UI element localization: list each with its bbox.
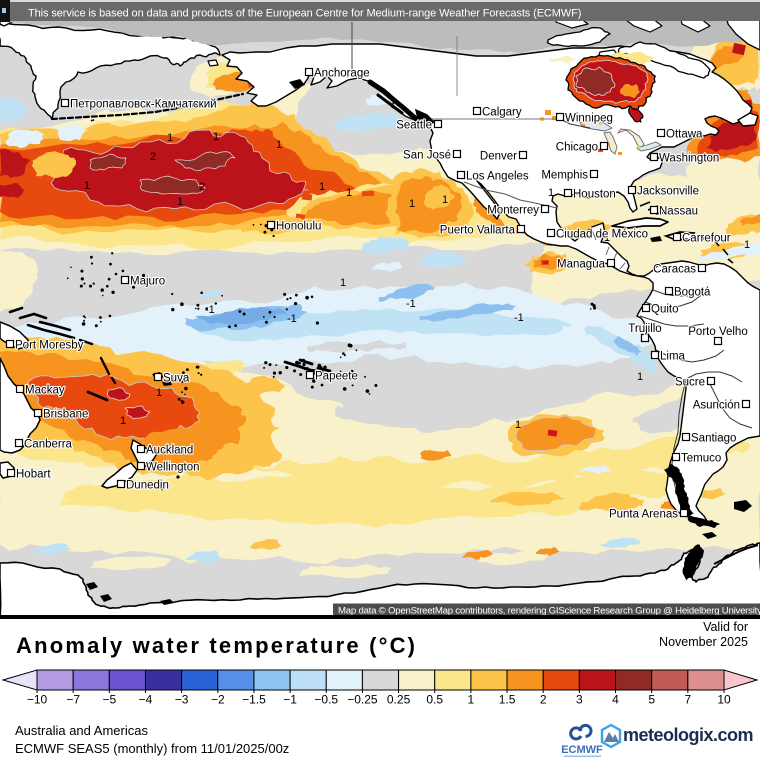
svg-text:Auckland: Auckland: [146, 445, 193, 457]
svg-text:1: 1: [744, 239, 750, 251]
svg-text:Managua: Managua: [557, 259, 606, 271]
svg-text:Wellington: Wellington: [146, 462, 200, 474]
svg-text:1: 1: [340, 277, 346, 289]
svg-text:1: 1: [84, 180, 90, 192]
svg-text:Nassau: Nassau: [659, 206, 698, 218]
svg-text:Santiago: Santiago: [691, 433, 736, 445]
svg-text:Bogotá: Bogotá: [674, 287, 711, 299]
svg-text:Honolulu: Honolulu: [276, 221, 321, 233]
svg-text:Map data © OpenStreetMap contr: Map data © OpenStreetMap contributors, r…: [338, 605, 760, 616]
svg-text:5: 5: [648, 693, 655, 707]
svg-text:−10: −10: [27, 693, 48, 707]
svg-text:1.5: 1.5: [499, 693, 516, 707]
svg-text:-1: -1: [287, 313, 297, 325]
svg-text:Quito: Quito: [651, 304, 679, 316]
svg-text:1: 1: [276, 139, 282, 151]
svg-text:-1: -1: [514, 312, 524, 324]
svg-text:10: 10: [717, 693, 731, 707]
svg-text:Punta Arenas: Punta Arenas: [609, 509, 678, 521]
svg-text:Ottawa: Ottawa: [666, 129, 703, 141]
svg-text:Петропавловск-Камчатский: Петропавловск-Камчатский: [70, 99, 217, 111]
svg-text:Puerto Vallarta: Puerto Vallarta: [440, 225, 516, 237]
svg-text:−7: −7: [66, 693, 80, 707]
svg-text:Jacksonville: Jacksonville: [637, 186, 699, 198]
svg-text:Calgary: Calgary: [482, 107, 522, 119]
svg-text:Monterrey: Monterrey: [487, 205, 539, 217]
svg-text:1: 1: [409, 198, 415, 210]
svg-text:1: 1: [604, 232, 610, 244]
svg-text:Houston: Houston: [573, 189, 616, 201]
svg-text:1: 1: [515, 419, 521, 431]
svg-text:−0.5: −0.5: [314, 693, 338, 707]
svg-text:0.5: 0.5: [426, 693, 443, 707]
svg-text:1: 1: [442, 194, 448, 206]
svg-text:This service is based on data: This service is based on data and produc…: [28, 8, 581, 20]
svg-text:0.25: 0.25: [387, 693, 411, 707]
svg-text:1: 1: [468, 693, 475, 707]
svg-text:1: 1: [213, 131, 219, 143]
svg-text:−2: −2: [211, 693, 225, 707]
svg-text:meteologix.com: meteologix.com: [623, 725, 753, 745]
svg-text:2: 2: [150, 151, 156, 163]
svg-text:7: 7: [684, 693, 691, 707]
svg-text:2: 2: [199, 181, 205, 193]
svg-text:Memphis: Memphis: [541, 170, 588, 182]
svg-text:Seattle: Seattle: [396, 120, 432, 132]
svg-text:-1: -1: [205, 304, 215, 316]
svg-text:Anchorage: Anchorage: [314, 68, 370, 80]
svg-text:Canberra: Canberra: [24, 439, 73, 451]
svg-text:Porto Velho: Porto Velho: [688, 326, 747, 338]
svg-text:Washington: Washington: [659, 153, 719, 165]
svg-text:Brisbane: Brisbane: [43, 409, 88, 421]
svg-text:Port Moresby: Port Moresby: [15, 340, 84, 352]
svg-text:−5: −5: [102, 693, 116, 707]
svg-text:Papeete: Papeete: [315, 371, 358, 383]
svg-text:Chicago: Chicago: [556, 142, 598, 154]
svg-text:−0.25: −0.25: [347, 693, 378, 707]
svg-text:4: 4: [612, 693, 619, 707]
svg-text:Trujillo: Trujillo: [628, 323, 661, 335]
svg-text:Suva: Suva: [163, 373, 190, 385]
svg-text:−4: −4: [139, 693, 153, 707]
svg-text:San José: San José: [403, 150, 451, 162]
svg-text:Temuco: Temuco: [681, 453, 721, 465]
svg-text:ECMWF: ECMWF: [561, 744, 603, 756]
svg-text:1: 1: [120, 415, 126, 427]
svg-text:Los Angeles: Los Angeles: [466, 171, 529, 183]
svg-text:1: 1: [177, 196, 183, 208]
svg-text:Denver: Denver: [480, 151, 517, 163]
svg-text:1: 1: [548, 187, 554, 199]
svg-text:1: 1: [156, 387, 162, 399]
svg-text:Carrefour: Carrefour: [682, 233, 731, 245]
svg-text:Ciudad de México: Ciudad de México: [556, 229, 648, 241]
svg-text:-1: -1: [406, 298, 416, 310]
svg-text:−1: −1: [283, 693, 297, 707]
svg-text:1: 1: [167, 132, 173, 144]
svg-text:Lima: Lima: [660, 351, 686, 363]
svg-text:Hobart: Hobart: [16, 469, 51, 481]
svg-text:1: 1: [637, 371, 643, 383]
svg-text:−3: −3: [175, 693, 189, 707]
svg-text:Caracas: Caracas: [653, 264, 696, 276]
svg-text:3: 3: [576, 693, 583, 707]
svg-text:2: 2: [540, 693, 547, 707]
svg-text:1: 1: [319, 181, 325, 193]
svg-text:Majuro: Majuro: [130, 276, 165, 288]
svg-text:Winnipeg: Winnipeg: [565, 113, 613, 125]
svg-text:Asunción: Asunción: [693, 400, 740, 412]
svg-text:Dunedin: Dunedin: [126, 480, 169, 492]
svg-text:Sucre: Sucre: [675, 377, 705, 389]
svg-text:Mackay: Mackay: [25, 385, 65, 397]
svg-text:−1.5: −1.5: [242, 693, 266, 707]
svg-text:1: 1: [346, 187, 352, 199]
